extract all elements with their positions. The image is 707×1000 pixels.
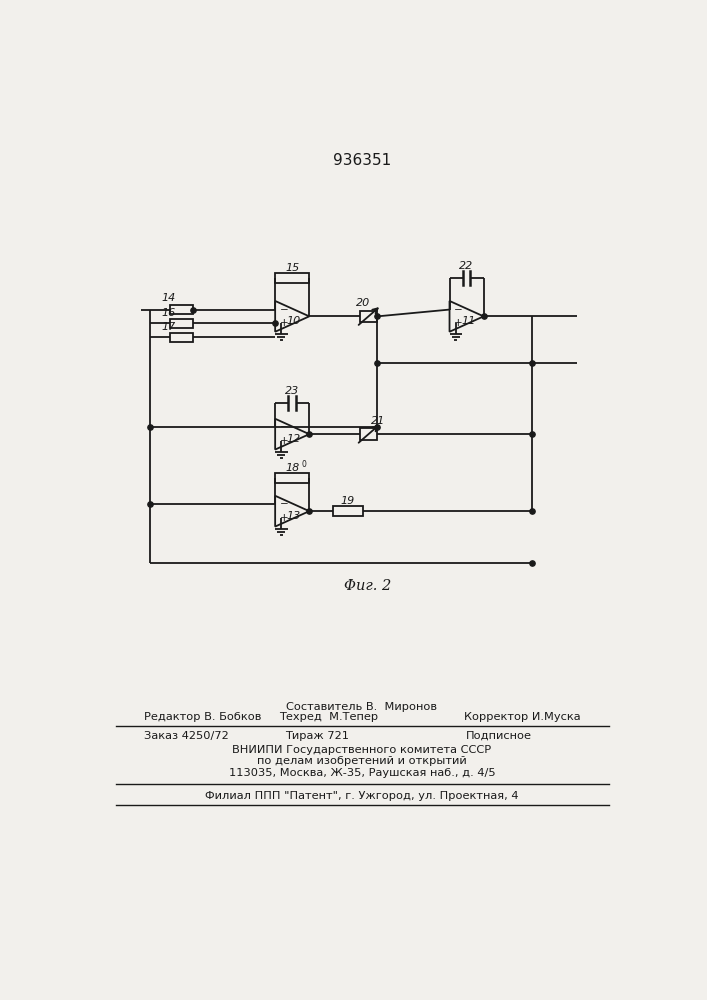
Bar [361,428,378,440]
Bar [170,319,193,328]
Text: Составитель В.  Миронов: Составитель В. Миронов [286,702,438,712]
Bar [361,311,378,322]
Text: +: + [280,436,288,446]
Text: 13: 13 [286,511,301,521]
Text: Тираж 721: Тираж 721 [285,731,349,741]
Text: Корректор И.Муска: Корректор И.Муска [464,712,580,722]
Text: Φиг. 2: Φиг. 2 [344,579,391,593]
Text: −: − [280,499,288,509]
Text: −: − [454,305,463,315]
Text: 0: 0 [301,460,306,469]
Text: ВНИИПИ Государственного комитета СССР: ВНИИПИ Государственного комитета СССР [233,745,491,755]
Text: 18: 18 [285,463,299,473]
Text: Заказ 4250/72: Заказ 4250/72 [144,731,229,741]
Text: Филиал ППП "Патент", г. Ужгород, ул. Проектная, 4: Филиал ППП "Патент", г. Ужгород, ул. Про… [205,791,519,801]
Text: 14: 14 [161,293,175,303]
Text: +: + [280,513,288,523]
Text: 20: 20 [356,298,370,308]
Text: 21: 21 [371,416,385,426]
Text: 10: 10 [286,316,301,326]
Text: 16: 16 [161,308,175,318]
Text: +: + [280,318,288,328]
Text: 19: 19 [341,496,355,506]
Text: 23: 23 [285,386,299,396]
Text: 113035, Москва, Ж-35, Раушская наб., д. 4/5: 113035, Москва, Ж-35, Раушская наб., д. … [228,768,496,778]
Bar [170,305,193,314]
Text: 12: 12 [286,434,301,444]
Text: по делам изобретений и открытий: по делам изобретений и открытий [257,756,467,766]
Bar [333,506,363,516]
Bar [275,473,309,483]
Text: −: − [280,305,288,315]
Text: 936351: 936351 [333,153,391,168]
Text: Редактор В. Бобков: Редактор В. Бобков [144,712,262,722]
Text: Подписное: Подписное [466,731,532,741]
Text: 11: 11 [461,316,475,326]
Bar [275,273,309,283]
Text: −: − [280,422,288,432]
Text: 17: 17 [161,322,175,332]
Text: 22: 22 [460,261,474,271]
Text: Техред  М.Тепер: Техред М.Тепер [279,712,378,722]
Text: +: + [454,318,463,328]
Bar [170,333,193,342]
Text: 15: 15 [285,263,299,273]
